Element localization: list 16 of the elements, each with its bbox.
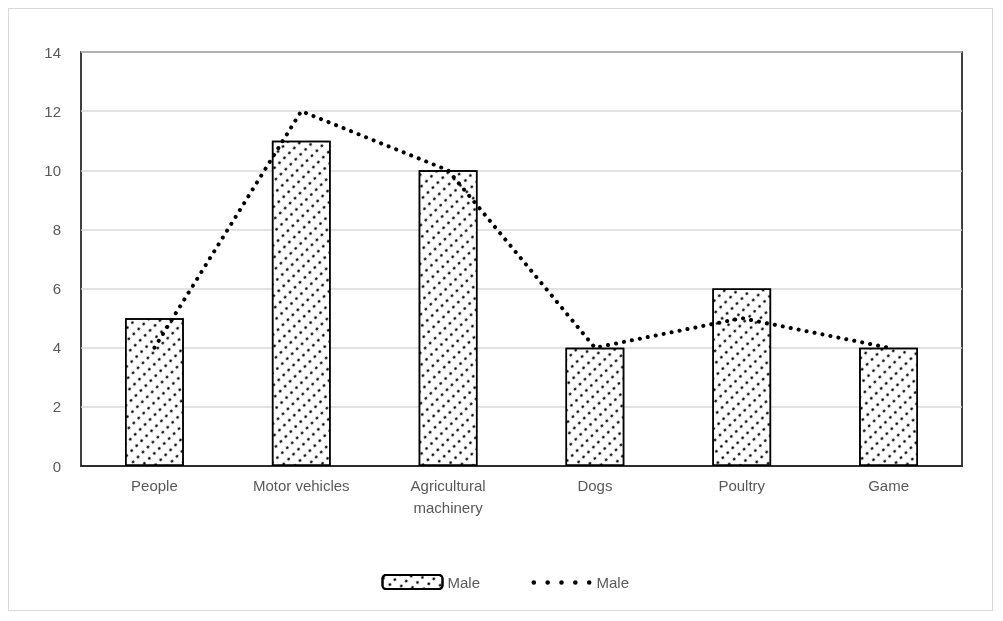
y-tick-label: 0: [52, 457, 61, 475]
y-tick-label: 2: [52, 398, 61, 416]
x-tick-label: Game: [868, 476, 910, 494]
y-tick-label: 6: [52, 280, 61, 298]
x-tick-label: Agricultural machinery: [410, 476, 486, 516]
x-tick-label: Motor vehicles: [252, 476, 350, 494]
y-tick-label: 4: [52, 339, 61, 357]
x-tick-label: Poultry: [718, 476, 766, 494]
x-tick-label: Dogs: [577, 476, 613, 494]
y-tick-label: 14: [44, 43, 61, 61]
x-tick-label: People: [131, 476, 178, 494]
y-tick-label: 8: [52, 220, 61, 238]
y-tick-label: 10: [44, 161, 61, 179]
legend-label: Male: [596, 574, 630, 591]
y-tick-label: 12: [44, 102, 61, 120]
legend-label: Male: [447, 573, 481, 591]
